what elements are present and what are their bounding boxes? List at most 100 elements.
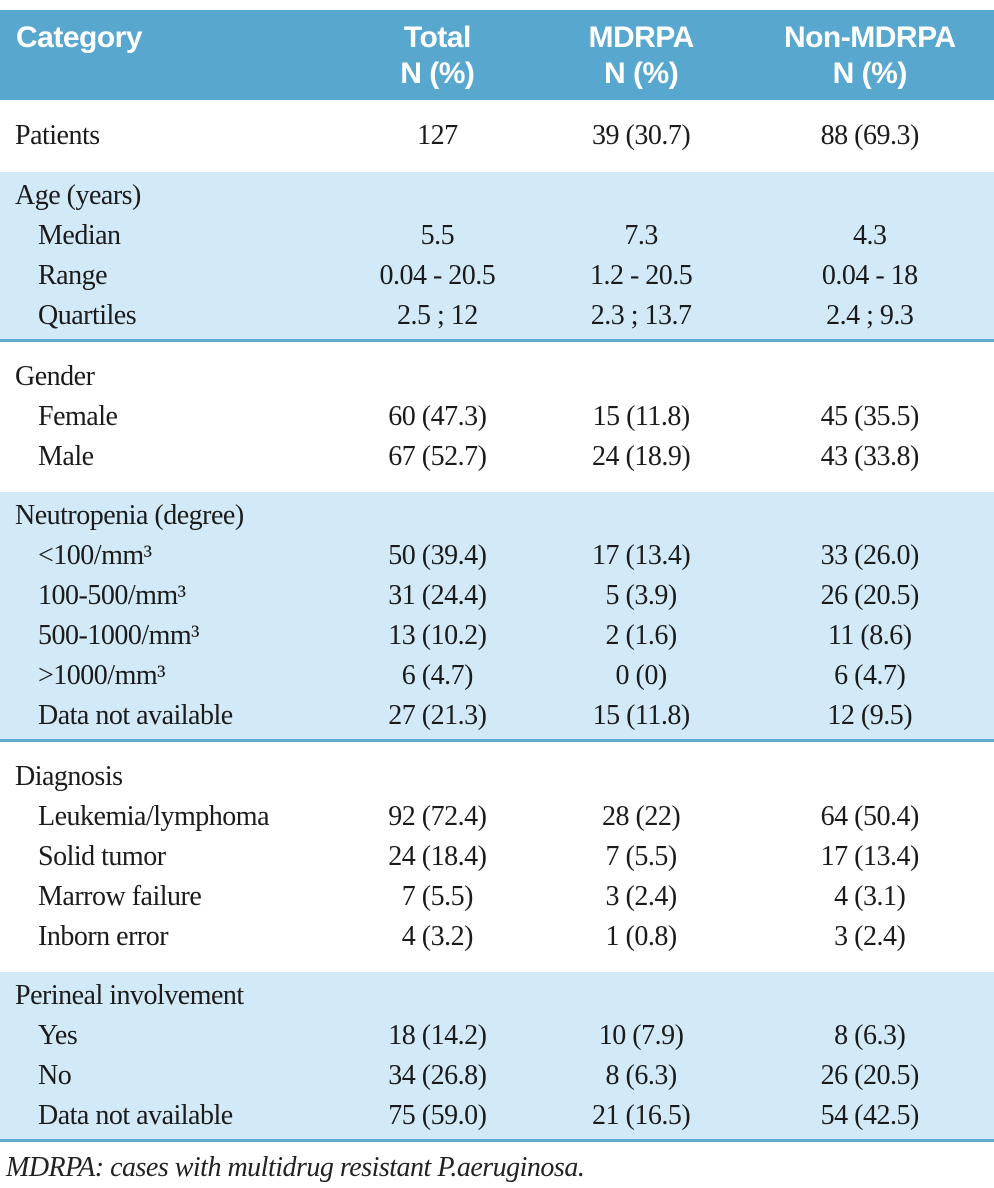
row-label: Marrow failure bbox=[38, 881, 202, 912]
row-label: Age (years) bbox=[15, 180, 141, 211]
cell-mdrpa: 39 (30.7) bbox=[592, 120, 691, 151]
column-header-mdrpa: MDRPA N (%) bbox=[537, 20, 746, 100]
cell-non-mdrpa: 43 (33.8) bbox=[820, 441, 920, 472]
cell-total: 27 (21.3) bbox=[388, 700, 487, 731]
cell-total: 60 (47.3) bbox=[388, 401, 487, 432]
table-section-neutropenia-degree: Neutropenia (degree) <100/mm³ 50 (39.4) 17 … bbox=[0, 492, 994, 742]
cell-non-mdrpa: 4.3 bbox=[852, 220, 887, 251]
cell-total: 31 (24.4) bbox=[388, 580, 487, 611]
column-header-total: Total N (%) bbox=[338, 20, 537, 100]
column-header-non-mdrpa: Non-MDRPA N (%) bbox=[745, 20, 994, 100]
column-header-label: Non-MDRPA bbox=[783, 21, 956, 54]
cell-non-mdrpa: 4 (3.1) bbox=[834, 881, 906, 912]
column-header-category: Category bbox=[0, 20, 338, 100]
table-header-row: Category Total N (%) MDRPA N (%) Non-MDRPA N (… bbox=[0, 10, 994, 100]
table-body: Patients 127 39 (30.7) 88 (69.3) Age (years)… bbox=[0, 100, 994, 1142]
cell-mdrpa: 21 (16.5) bbox=[592, 1100, 691, 1131]
table-row-median: Median 5.5 7.3 4.3 bbox=[0, 216, 994, 256]
cell-non-mdrpa: 17 (13.4) bbox=[820, 841, 920, 872]
column-header-sub: N (%) bbox=[832, 57, 908, 90]
cell-non-mdrpa: 26 (20.5) bbox=[820, 580, 920, 611]
cell-non-mdrpa: 64 (50.4) bbox=[820, 801, 920, 832]
cell-mdrpa: 7.3 bbox=[624, 220, 658, 251]
cell-total: 127 bbox=[417, 120, 458, 151]
table-row-gender: Gender bbox=[0, 357, 994, 397]
table-row-male: Male 67 (52.7) 24 (18.9) 43 (33.8) bbox=[0, 437, 994, 477]
cell-total: 18 (14.2) bbox=[388, 1020, 487, 1051]
cell-non-mdrpa: 88 (69.3) bbox=[820, 120, 920, 151]
cell-non-mdrpa: 2.4 ; 9.3 bbox=[826, 300, 914, 331]
row-label: Female bbox=[38, 401, 118, 432]
cell-mdrpa: 2.3 ; 13.7 bbox=[590, 300, 692, 331]
cell-total: 92 (72.4) bbox=[388, 801, 487, 832]
table-row-patients: Patients 127 39 (30.7) 88 (69.3) bbox=[0, 116, 994, 156]
cell-total: 24 (18.4) bbox=[388, 841, 487, 872]
cell-total: 75 (59.0) bbox=[388, 1100, 487, 1131]
table-row-100-500-mm: 100-500/mm³ 31 (24.4) 5 (3.9) 26 (20.5) bbox=[0, 576, 994, 616]
table-row-500-1000-mm: 500-1000/mm³ 13 (10.2) 2 (1.6) 11 (8.6) bbox=[0, 616, 994, 656]
table-row-100-mm: <100/mm³ 50 (39.4) 17 (13.4) 33 (26.0) bbox=[0, 536, 994, 576]
row-label: Median bbox=[38, 220, 121, 251]
cell-total: 34 (26.8) bbox=[388, 1060, 487, 1091]
table-section-patients: Patients 127 39 (30.7) 88 (69.3) bbox=[0, 100, 994, 172]
table-row-leukemia-lymphoma: Leukemia/lymphoma 92 (72.4) 28 (22) 64 (50.… bbox=[0, 797, 994, 837]
cell-mdrpa: 7 (5.5) bbox=[605, 841, 678, 872]
table-row-solid-tumor: Solid tumor 24 (18.4) 7 (5.5) 17 (13.4) bbox=[0, 837, 994, 877]
cell-mdrpa: 1 (0.8) bbox=[605, 921, 678, 952]
table-row-inborn-error: Inborn error 4 (3.2) 1 (0.8) 3 (2.4) bbox=[0, 917, 994, 957]
cell-total: 6 (4.7) bbox=[401, 660, 474, 691]
cell-mdrpa: 3 (2.4) bbox=[605, 881, 678, 912]
row-label: >1000/mm³ bbox=[38, 660, 166, 691]
cell-non-mdrpa: 0.04 - 18 bbox=[821, 260, 918, 291]
row-label: Inborn error bbox=[38, 921, 169, 952]
row-label: <100/mm³ bbox=[38, 540, 152, 571]
table-row-data-not-available: Data not available 27 (21.3) 15 (11.8) 12 (… bbox=[0, 696, 994, 736]
cell-mdrpa: 8 (6.3) bbox=[605, 1060, 678, 1091]
row-label: No bbox=[38, 1060, 72, 1091]
row-label: Diagnosis bbox=[15, 761, 123, 792]
cell-total: 50 (39.4) bbox=[388, 540, 487, 571]
row-label: Neutropenia (degree) bbox=[15, 500, 244, 531]
cell-total: 5.5 bbox=[420, 220, 455, 251]
cell-mdrpa: 0 (0) bbox=[615, 660, 668, 691]
row-label: 500-1000/mm³ bbox=[38, 620, 200, 651]
cell-mdrpa: 15 (11.8) bbox=[592, 700, 691, 731]
cell-mdrpa: 24 (18.9) bbox=[592, 441, 691, 472]
row-label: Gender bbox=[15, 361, 95, 392]
table-row-perineal-involvement: Perineal involvement bbox=[0, 976, 994, 1016]
table-row-age-years: Age (years) bbox=[0, 176, 994, 216]
column-header-sub: N (%) bbox=[604, 57, 679, 90]
row-label: Data not available bbox=[38, 700, 233, 731]
table-row-no: No 34 (26.8) 8 (6.3) 26 (20.5) bbox=[0, 1056, 994, 1096]
table-row-diagnosis: Diagnosis bbox=[0, 757, 994, 797]
table-section-perineal-involvement: Perineal involvement Yes 18 (14.2) 10 (7.9)… bbox=[0, 972, 994, 1142]
cell-non-mdrpa: 33 (26.0) bbox=[820, 540, 920, 571]
table-section-diagnosis: Diagnosis Leukemia/lymphoma 92 (72.4) 28 (2… bbox=[0, 742, 994, 972]
cell-non-mdrpa: 12 (9.5) bbox=[827, 700, 913, 731]
cell-total: 67 (52.7) bbox=[388, 441, 487, 472]
cell-mdrpa: 17 (13.4) bbox=[592, 540, 691, 571]
table-footnote: MDRPA: cases with multidrug resistant P.… bbox=[6, 1152, 585, 1183]
row-label: Solid tumor bbox=[38, 841, 166, 872]
row-label: Data not available bbox=[38, 1100, 233, 1131]
cell-non-mdrpa: 45 (35.5) bbox=[820, 401, 920, 432]
table-section-age-years: Age (years) Median 5.5 7.3 4.3 Range 0.04 - 20… bbox=[0, 172, 994, 342]
cell-non-mdrpa: 11 (8.6) bbox=[827, 620, 912, 651]
cell-non-mdrpa: 3 (2.4) bbox=[834, 921, 906, 952]
cell-mdrpa: 2 (1.6) bbox=[605, 620, 678, 651]
cell-total: 0.04 - 20.5 bbox=[379, 260, 496, 291]
table-row-female: Female 60 (47.3) 15 (11.8) 45 (35.5) bbox=[0, 397, 994, 437]
table-row-marrow-failure: Marrow failure 7 (5.5) 3 (2.4) 4 (3.1) bbox=[0, 877, 994, 917]
table-row-quartiles: Quartiles 2.5 ; 12 2.3 ; 13.7 2.4 ; 9.3 bbox=[0, 296, 994, 336]
cell-non-mdrpa: 8 (6.3) bbox=[834, 1020, 906, 1051]
column-header-label: Category bbox=[16, 21, 143, 54]
column-header-sub bbox=[16, 56, 338, 92]
cell-total: 4 (3.2) bbox=[401, 921, 474, 952]
row-label: Male bbox=[38, 441, 94, 472]
cell-mdrpa: 5 (3.9) bbox=[605, 580, 678, 611]
table-row-1000-mm: >1000/mm³ 6 (4.7) 0 (0) 6 (4.7) bbox=[0, 656, 994, 696]
cell-total: 13 (10.2) bbox=[388, 620, 487, 651]
cell-mdrpa: 10 (7.9) bbox=[598, 1020, 684, 1051]
column-header-label: Total bbox=[403, 21, 471, 54]
